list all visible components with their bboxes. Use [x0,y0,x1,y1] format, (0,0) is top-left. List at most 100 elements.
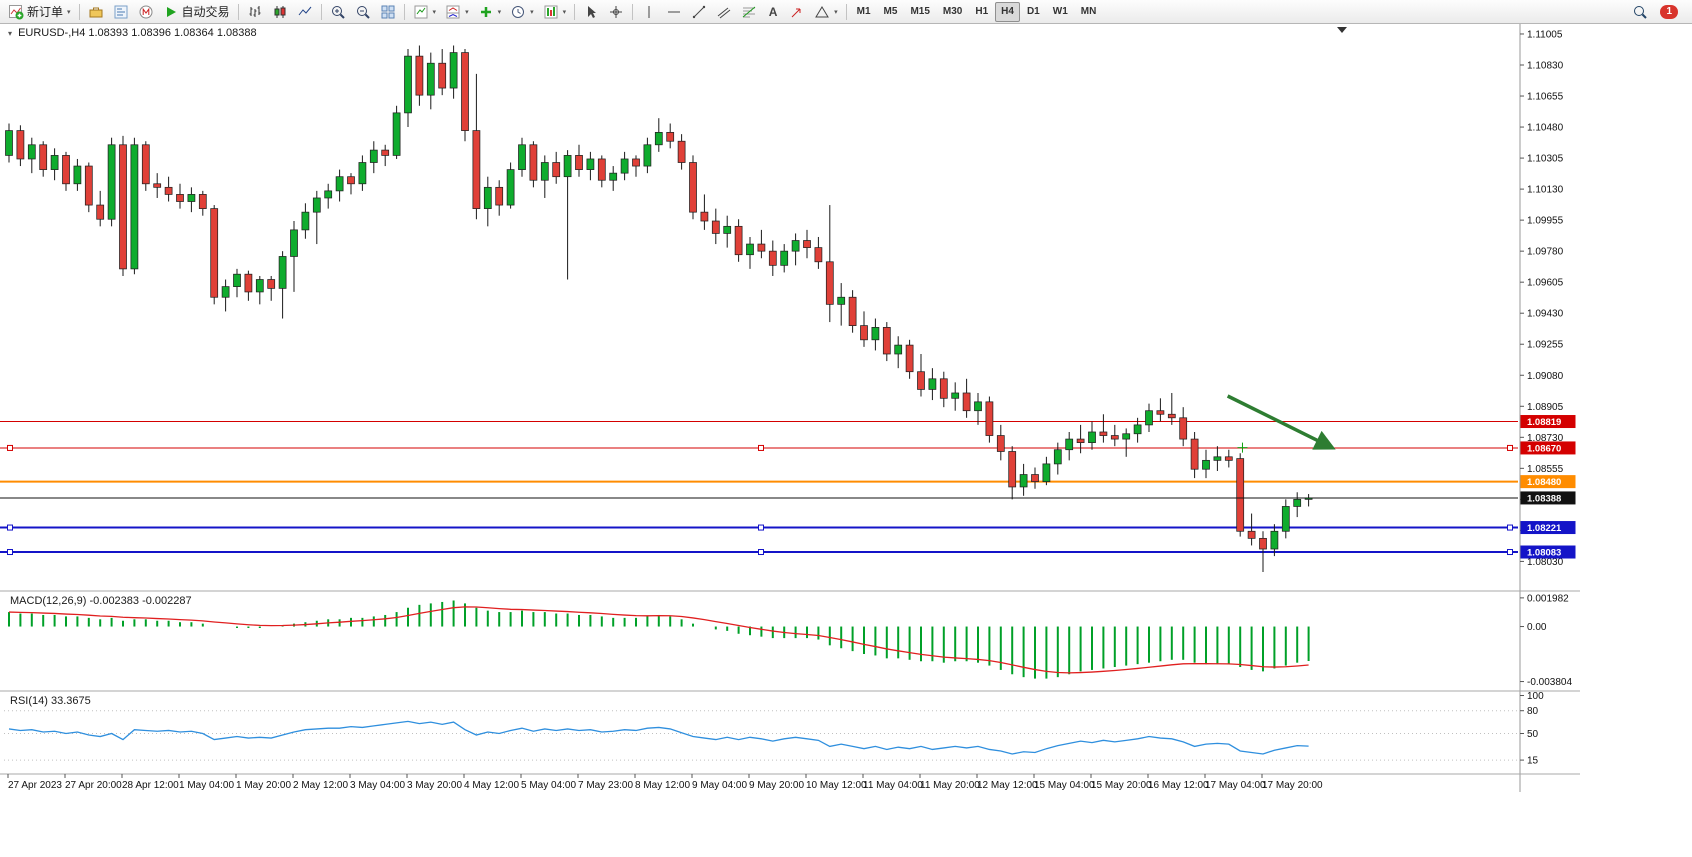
candles-layer [5,45,1313,573]
tab-timeframe-m15[interactable]: M15 [904,2,935,22]
indicator-window-button[interactable] [441,2,473,22]
toolbar-separator [632,3,634,20]
time-axis-labels[interactable]: 27 Apr 2023 27 Apr 20:00 28 Apr 12:00 1 May… [7,774,1323,791]
svg-text:7 May 23:00: 7 May 23:00 [578,780,633,791]
text-tool-icon: A [768,4,778,19]
line-handle[interactable] [1507,549,1513,556]
svg-text:1.09605: 1.09605 [1527,278,1564,289]
notification-badge[interactable]: 1 [1660,4,1678,19]
period-clock-icon [512,5,525,18]
svg-text:100: 100 [1527,691,1544,702]
toolbar-right-group: 1 [1628,2,1688,22]
tab-timeframe-m5[interactable]: M5 [878,2,904,22]
bar-chart-button[interactable] [243,2,267,22]
horizontal-line-icon [668,11,681,12]
rsi-axis-labels[interactable]: 100 80 50 15 [1520,691,1544,767]
shapes-icon [815,5,830,17]
tab-timeframe-d1[interactable]: D1 [1021,2,1046,22]
macd-signal [8,606,1309,674]
candlestick-chart-button[interactable] [268,2,292,22]
depth-of-market-button[interactable] [109,2,133,22]
new-order-button[interactable]: 新订单 [4,2,75,22]
macd-axis-labels[interactable]: 0.001982 0.00 -0.003804 [1520,593,1572,688]
toolbar-separator [574,3,576,20]
svg-text:11 May 20:00: 11 May 20:00 [920,780,980,791]
tab-timeframe-mn[interactable]: MN [1075,2,1103,22]
svg-text:1.10655: 1.10655 [1527,92,1564,103]
text-tool-button[interactable]: A [762,2,784,22]
chart-shift[interactable] [1337,27,1347,33]
svg-text:1.08670: 1.08670 [1527,443,1561,454]
tab-timeframe-w1[interactable]: W1 [1047,2,1074,22]
svg-text:1.10130: 1.10130 [1527,185,1564,196]
tab-timeframe-m1[interactable]: M1 [851,2,877,22]
line-handle[interactable] [758,524,764,531]
current-price-line: 1.08388 [0,491,1576,505]
line-handle[interactable] [7,444,13,451]
main-toolbar: 新订单 自动交易 [0,0,1692,24]
toolbox-button[interactable] [84,2,108,22]
toolbar-separator [320,3,322,20]
toolbox-icon [89,7,103,17]
line-handle[interactable] [758,549,764,556]
trend-arrow-annotation[interactable] [1226,394,1336,453]
line-handle[interactable] [1507,524,1513,531]
line-handle[interactable] [7,549,13,556]
macd-name: MACD(12,26,9) [10,595,87,607]
cursor-button[interactable] [579,2,603,22]
svg-text:10 May 12:00: 10 May 12:00 [806,780,867,791]
svg-text:1.08388: 1.08388 [1527,493,1561,504]
vertical-line-tool-button[interactable] [637,2,661,22]
market-watch-button[interactable] [134,2,158,22]
zoom-in-button[interactable] [326,2,350,22]
channel-tool-button[interactable] [712,2,736,22]
svg-text:1 May 20:00: 1 May 20:00 [236,780,291,791]
toolbar-separator [403,3,405,20]
svg-text:1.10305: 1.10305 [1527,154,1564,165]
trendline-tool-button[interactable] [687,2,711,22]
shapes-tool-button[interactable] [810,2,842,22]
fibonacci-tool-button[interactable] [737,2,761,22]
tile-windows-button[interactable] [376,2,400,22]
chart-title: ▾ EURUSD-,H4 1.08393 1.08396 1.08364 1.0… [8,27,257,39]
tab-timeframe-m30[interactable]: M30 [937,2,968,22]
svg-text:17 May 04:00: 17 May 04:00 [1205,780,1266,791]
algo-trading-label: 自动交易 [181,5,230,19]
svg-text:1.09080: 1.09080 [1527,371,1564,382]
horizontal-line-tool-button[interactable] [662,2,686,22]
svg-text:1.08221: 1.08221 [1527,523,1562,534]
arrow-tool-button[interactable] [785,2,809,22]
search-icon [1634,5,1648,19]
tab-timeframe-h4[interactable]: H4 [995,1,1020,22]
horizontal-lines-layer[interactable]: 1.08819 1.08670 1.08480 1.08221 1.08083 [0,415,1576,559]
search-button[interactable] [1628,2,1652,22]
chart-settings-icon [544,5,558,18]
line-handle[interactable] [1507,444,1513,451]
add-indicator-button[interactable] [474,2,506,22]
zoom-out-button[interactable] [351,2,375,22]
svg-text:50: 50 [1527,729,1539,740]
chart-canvas[interactable]: 1.11005 1.10830 1.10655 1.10480 1.10305 1.101… [0,24,1692,834]
algo-trading-button[interactable]: 自动交易 [159,2,234,22]
price-badge [1520,441,1576,455]
line-handle[interactable] [7,524,13,531]
cursor-icon [588,5,597,18]
period-clock-button[interactable] [506,2,538,22]
svg-text:12 May 12:00: 12 May 12:00 [977,780,1038,791]
svg-text:1.09955: 1.09955 [1527,216,1564,227]
chart-shift-marker[interactable] [1337,27,1347,33]
crosshair-button[interactable] [604,2,628,22]
line-handle[interactable] [758,444,764,451]
line-chart-button[interactable] [293,2,317,22]
svg-text:4 May 12:00: 4 May 12:00 [464,780,519,791]
svg-text:15 May 20:00: 15 May 20:00 [1091,780,1152,791]
indicators-button[interactable] [409,2,441,22]
channel-icon [717,7,731,18]
svg-text:2 May 12:00: 2 May 12:00 [293,780,348,791]
candlestick-chart-icon [274,5,286,18]
svg-text:1.09780: 1.09780 [1527,247,1564,258]
tab-timeframe-h1[interactable]: H1 [969,2,994,22]
fibonacci-icon [742,6,756,17]
chart-settings-button[interactable] [539,2,571,22]
one-click-trading-toggle[interactable]: ▾ [8,29,13,38]
